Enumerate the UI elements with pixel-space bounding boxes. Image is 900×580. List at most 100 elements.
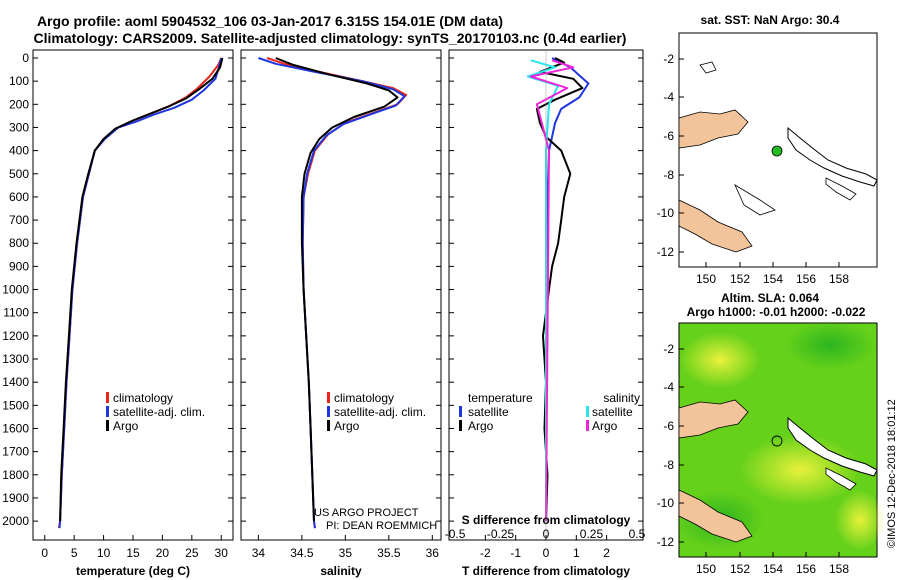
y-tick-label: 900 (9, 259, 29, 273)
diff-legend-title-temperature: temperature (468, 391, 533, 405)
y-tick-label: 2000 (2, 514, 29, 528)
legend-label-climatology: climatology (113, 391, 173, 405)
sst-land-island-2 (734, 184, 776, 216)
legend-label-satellite: satellite-adj. clim. (113, 405, 205, 419)
salinity-lines (241, 57, 441, 529)
y-tick-label: 1100 (3, 306, 29, 320)
map-x-tick-label: 152 (730, 562, 750, 576)
map-x-tick-label: 152 (730, 272, 750, 286)
sla-map-tick-labels: 150 152 154 156 158 -2 -4 -6 -8 -10 -12 (657, 342, 850, 576)
sal-legend-label-argo: Argo (334, 419, 360, 433)
s-diff-tick-label: 0.25 (580, 527, 604, 541)
s-difference-tick-labels: -0.5 -0.25 0 0.25 0.5 (445, 527, 646, 541)
diff-legend-label-t-satellite: satellite (468, 405, 509, 419)
map-y-tick-label: -10 (657, 496, 675, 510)
y-tick-label: 1400 (2, 375, 29, 389)
diff-legend-title-salinity: salinity (603, 391, 640, 405)
map-y-tick-label: -10 (657, 206, 675, 220)
map-y-tick-label: -8 (663, 458, 674, 472)
sal-legend-label-satellite: satellite-adj. clim. (334, 405, 426, 419)
x-tick-label: 5 (71, 546, 78, 560)
legend-swatch-argo (106, 420, 109, 431)
map-y-tick-label: -2 (663, 52, 674, 66)
series-line-satellite-adj-clim- (58, 57, 223, 529)
temperature-legend: climatology satellite-adj. clim. Argo (106, 391, 205, 433)
sla-anomaly-blob-1 (680, 332, 760, 388)
sst-land-png (678, 199, 753, 253)
x-tick-label: 0 (543, 546, 550, 560)
map-y-tick-label: -12 (657, 245, 675, 259)
diff-legend-swatch-s-argo (586, 420, 589, 431)
sla-land-bougainville (787, 416, 878, 477)
series-line-climatology (57, 57, 223, 529)
sst-land-choiseul (825, 177, 857, 201)
y-tick-label: 200 (9, 97, 29, 111)
x-tick-label: 25 (185, 546, 199, 560)
x-tick-label: 1 (573, 546, 580, 560)
sla-map-title-1: Altim. SLA: 0.064 (721, 291, 819, 305)
sst-map-tick-labels: 150 152 154 156 158 -2 -4 -6 -8 -10 -12 (657, 52, 850, 286)
x-tick-label: -1 (510, 546, 521, 560)
title-line-1: Argo profile: aoml 5904532_106 03-Jan-20… (37, 13, 503, 29)
x-tick-label: 2 (603, 546, 610, 560)
t-difference-tick-labels: -2 -1 0 1 2 (480, 535, 610, 560)
legend-swatch-climatology (106, 392, 109, 403)
y-tick-label: 300 (9, 120, 29, 134)
y-tick-label: 1200 (2, 329, 29, 343)
sst-map-title: sat. SST: NaN Argo: 30.4 (701, 13, 840, 27)
sst-argo-marker (771, 145, 783, 157)
salinity-tick-labels: 34 34.5 35 35.5 36 (252, 535, 440, 560)
map-y-tick-label: -2 (663, 342, 674, 356)
sla-land-png (678, 489, 753, 543)
salinity-axes (240, 49, 442, 541)
sst-map (678, 32, 878, 268)
x-tick-label: 36 (426, 546, 440, 560)
map-y-tick-label: -6 (663, 419, 674, 433)
x-tick-label: 35.5 (377, 546, 401, 560)
x-tick-label: 34 (252, 546, 266, 560)
y-tick-label: 0 (22, 51, 29, 65)
y-tick-label: 1500 (2, 398, 29, 412)
map-x-tick-label: 158 (829, 562, 849, 576)
difference-lines (449, 50, 643, 540)
sla-anomaly-blob-3 (740, 435, 860, 505)
map-x-tick-label: 154 (763, 272, 783, 286)
sst-land-bougainville (787, 126, 878, 187)
y-tick-label: 1300 (2, 352, 29, 366)
y-tick-label: 1900 (2, 491, 29, 505)
credit-pi: PI: DEAN ROEMMICH (326, 520, 437, 532)
y-tick-label: 700 (9, 213, 29, 227)
x-tick-label: 35 (339, 546, 353, 560)
map-y-tick-label: -4 (663, 380, 674, 394)
series-line-s-argo (529, 59, 575, 522)
sla-anomaly-blob-5 (835, 490, 885, 550)
sst-land-new-britain-west (678, 109, 749, 149)
salinity-legend: climatology satellite-adj. clim. Argo (327, 391, 426, 433)
series-line-t-satellite (545, 57, 590, 522)
map-y-tick-label: -8 (663, 168, 674, 182)
diff-legend-label-t-argo: Argo (468, 419, 494, 433)
y-tick-label: 500 (9, 167, 29, 181)
y-tick-label: 400 (9, 144, 29, 158)
s-difference-xlabel: S difference from climatology (462, 513, 631, 527)
map-x-tick-label: 156 (796, 272, 816, 286)
y-tick-label: 800 (9, 236, 29, 250)
x-tick-label: 20 (156, 546, 170, 560)
x-tick-label: 10 (97, 546, 111, 560)
title-line-2: Climatology: CARS2009. Satellite-adjuste… (34, 30, 627, 46)
t-difference-xlabel: T difference from climatology (462, 564, 630, 578)
diff-legend-swatch-t-satellite (459, 406, 462, 417)
s-diff-tick-label: -0.25 (487, 527, 515, 541)
s-diff-tick-label: -0.5 (445, 527, 466, 541)
map-y-tick-label: -4 (663, 90, 674, 104)
temperature-tick-labels: 0 5 10 15 20 25 30 (41, 535, 228, 560)
sal-legend-swatch-argo (327, 420, 330, 431)
diff-legend-label-s-argo: Argo (592, 419, 618, 433)
legend-label-argo: Argo (113, 419, 139, 433)
sal-legend-label-climatology: climatology (334, 391, 394, 405)
difference-legend: temperature satellite Argo salinity sate… (459, 391, 640, 433)
salinity-xlabel: salinity (320, 564, 362, 578)
map-y-tick-label: -12 (657, 535, 675, 549)
credit-project: US ARGO PROJECT (314, 507, 419, 519)
